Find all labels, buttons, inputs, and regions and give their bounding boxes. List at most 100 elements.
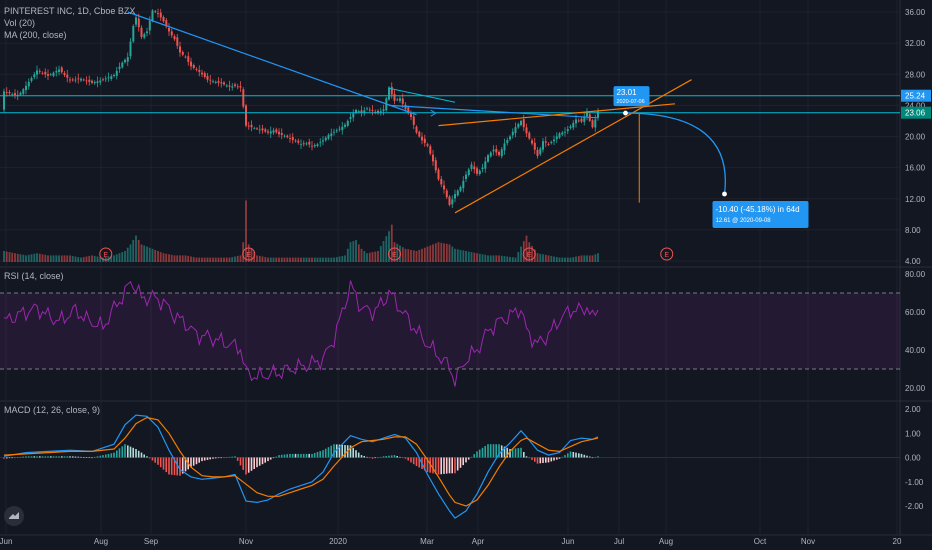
macd-histogram-bar (451, 457, 453, 474)
volume-bar (41, 254, 44, 262)
candle-body (36, 70, 38, 75)
candle-body (542, 141, 544, 150)
volume-bar (316, 257, 319, 262)
macd-histogram-bar (319, 451, 321, 458)
volume-bar (586, 255, 588, 262)
candle-body (159, 12, 162, 18)
volume-bar (388, 231, 390, 262)
candle-body (520, 120, 522, 126)
macd-histogram-bar (534, 457, 536, 462)
volume-bar (212, 257, 214, 262)
candle-body (118, 66, 121, 69)
candle-body (531, 140, 533, 144)
volume-bar (302, 257, 305, 262)
time-tick-label: Jun (562, 537, 575, 546)
candle-body (58, 69, 60, 72)
macd-histogram-bar (176, 457, 178, 476)
volume-bar (432, 244, 434, 262)
macd-histogram-bar (225, 457, 228, 458)
volume-bar (203, 257, 206, 262)
candle-body (272, 130, 275, 133)
candle-body (47, 74, 49, 76)
earnings-marker-icon (660, 247, 674, 261)
candle-body (49, 74, 52, 76)
volume-bar (159, 252, 162, 262)
volume-bar (470, 252, 473, 262)
candle-body (102, 79, 104, 81)
macd-histogram-bar (341, 444, 343, 458)
volume-bar (16, 253, 19, 263)
volume-bar (338, 256, 341, 262)
macd-histogram-bar (591, 457, 594, 459)
volume-bar (286, 257, 289, 262)
candle-body (423, 138, 426, 144)
macd-histogram-bar (366, 456, 368, 458)
candle-body (247, 125, 250, 127)
candle-body (176, 37, 179, 46)
volume-bar (132, 240, 135, 262)
candle-body (52, 72, 55, 76)
macd-tick-label: 1.00 (905, 429, 921, 438)
volume-bar (410, 249, 412, 262)
logo-icon (9, 512, 19, 519)
candle-body (401, 98, 404, 104)
time-tick-label: Aug (659, 537, 673, 546)
time-tick-label: Mar (420, 537, 434, 546)
macd-histogram-bar (426, 457, 429, 473)
candle-body (245, 105, 247, 126)
candle-body (366, 108, 368, 110)
candle-body (412, 116, 415, 125)
price-tick-label: 24.00 (905, 101, 926, 110)
volume-bar (412, 250, 415, 262)
candle-body (396, 99, 399, 101)
volume-bar (85, 256, 88, 262)
tradingview-logo[interactable] (4, 506, 24, 526)
candle-body (126, 57, 129, 62)
volume-bar (572, 257, 575, 263)
macd-histogram-bar (553, 457, 555, 461)
volume-bar (168, 254, 170, 262)
volume-bar (38, 253, 41, 263)
candle-body (550, 141, 553, 144)
volume-bar (415, 251, 418, 262)
macd-histogram-bar (445, 457, 448, 474)
volume-bar (421, 248, 423, 262)
candle-body (146, 31, 148, 34)
macd-histogram-bar (594, 456, 597, 458)
candle-body (261, 128, 264, 131)
volume-bar (165, 253, 168, 263)
macd-histogram-bar (39, 456, 41, 458)
macd-histogram-bar (206, 457, 209, 460)
candle-body (528, 132, 531, 139)
macd-histogram-bar (44, 456, 47, 458)
macd-histogram-bar (242, 457, 244, 470)
candle-body (264, 129, 267, 132)
volume-bar (564, 257, 566, 262)
candle-body (283, 135, 286, 137)
symbol-legend: PINTEREST INC, 1D, Cboe BZX Vol (20) MA … (4, 5, 135, 41)
candle-body (316, 144, 319, 146)
upper-channel-line (388, 87, 456, 103)
candle-body (300, 144, 302, 146)
candle-body (324, 137, 327, 141)
macd-histogram-bar (467, 457, 470, 460)
candle-body (195, 69, 198, 70)
macd-histogram-bar (58, 456, 60, 458)
macd-histogram-bar (556, 457, 558, 460)
candle-body (349, 117, 352, 119)
volume-bar (275, 257, 278, 262)
macd-histogram-bar (157, 457, 159, 465)
volume-legend: Vol (20) (4, 18, 36, 28)
candle-body (415, 126, 418, 133)
price-label-box (901, 89, 931, 102)
candle-body (399, 98, 401, 101)
volume-bar (465, 251, 467, 262)
candle-body (313, 145, 316, 147)
macd-histogram-bar (311, 453, 313, 458)
rsi-tick-label: 20.00 (905, 384, 926, 393)
macd-histogram-bar (154, 457, 156, 463)
projection-end-text: 12.61 @ 2020-09-08 (716, 218, 772, 224)
macd-histogram-bar (379, 456, 382, 458)
volume-bar (19, 254, 22, 262)
